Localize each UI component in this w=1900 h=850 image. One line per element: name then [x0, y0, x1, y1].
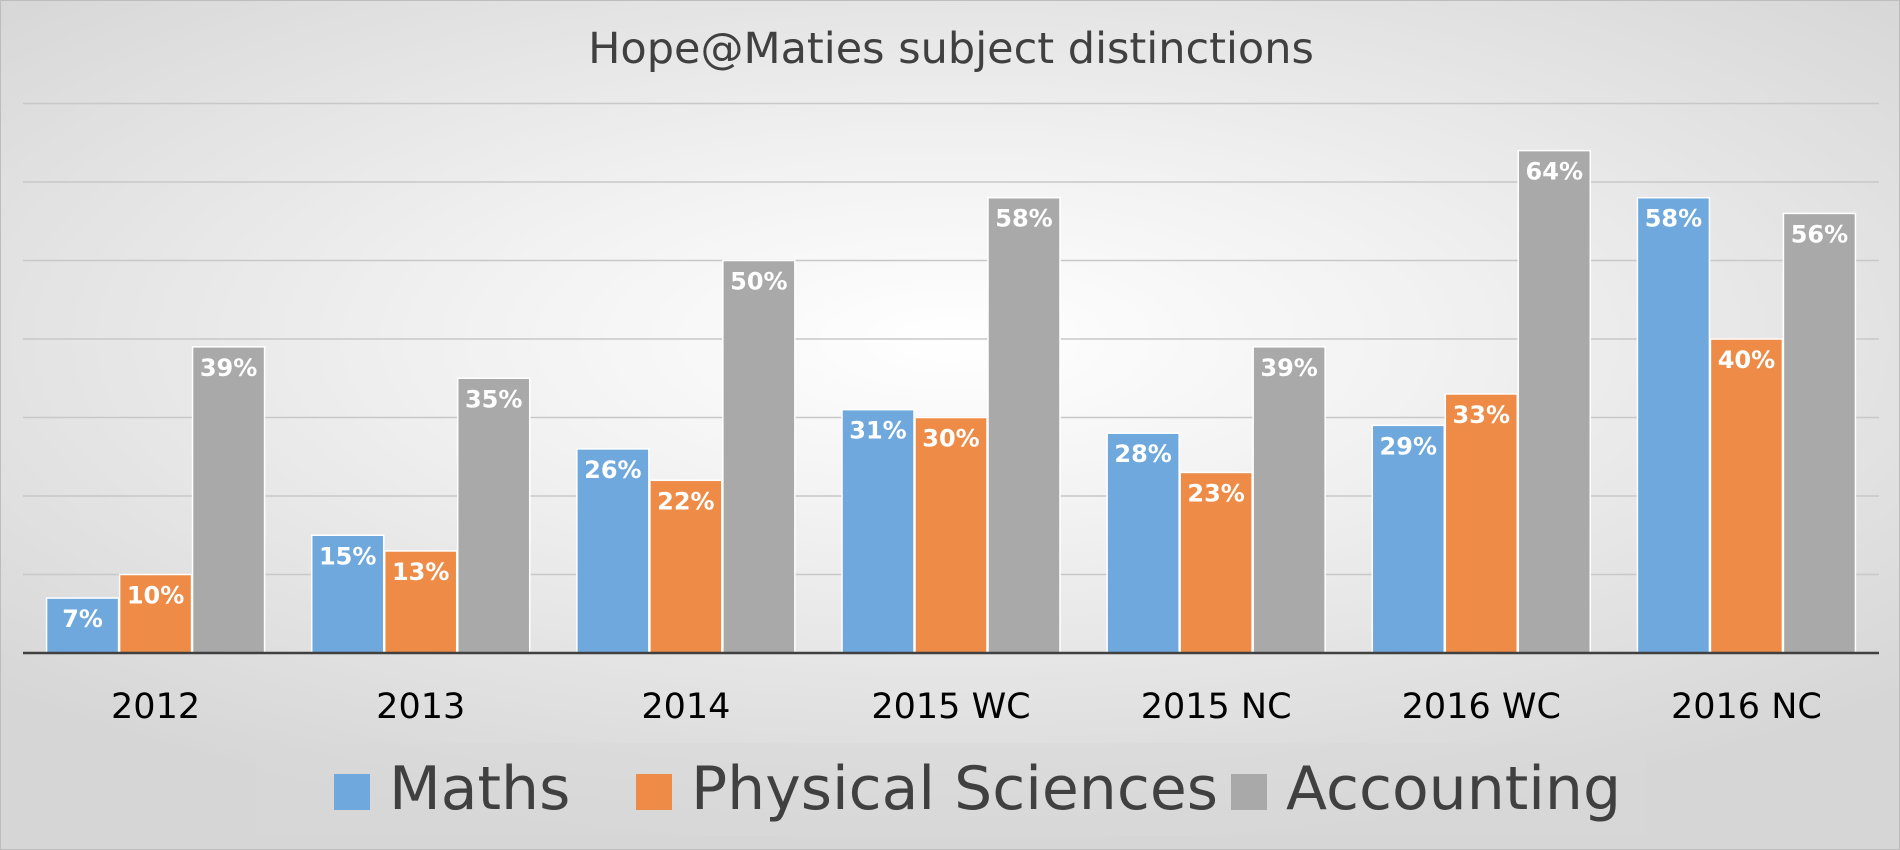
bar-physical-sciences — [1709, 338, 1784, 654]
chart-title: Hope@Maties subject distinctions — [588, 24, 1314, 74]
data-label: 29% — [1380, 432, 1437, 460]
bar-maths — [310, 534, 385, 654]
data-label: 50% — [730, 268, 787, 296]
legend-label: Accounting — [1286, 754, 1621, 824]
bar-accounting — [987, 196, 1061, 654]
legend-label: Maths — [389, 754, 570, 824]
bar-physical-sciences — [1444, 393, 1519, 654]
data-label: 33% — [1453, 401, 1510, 429]
data-label: 40% — [1718, 346, 1775, 374]
x-tick-label: 2016 WC — [1402, 687, 1561, 727]
legend-swatch — [334, 774, 370, 810]
data-label: 26% — [584, 456, 641, 484]
data-label: 39% — [1260, 354, 1317, 382]
legend-item: Physical Sciences — [636, 754, 1218, 824]
x-tick-label: 2016 NC — [1671, 687, 1822, 727]
data-label: 58% — [1645, 205, 1702, 233]
bar-maths — [1106, 432, 1180, 654]
bar-maths — [841, 408, 915, 654]
data-label: 15% — [319, 542, 376, 570]
data-label: 56% — [1791, 220, 1848, 248]
data-label: 23% — [1187, 479, 1244, 507]
x-axis: 2012 2013 2014 2015 WC 2015 NC 2016 WC 2016 NC — [23, 651, 1879, 727]
bar-maths — [576, 448, 650, 654]
data-label: 13% — [392, 558, 449, 586]
x-tick-label: 2012 — [111, 687, 200, 727]
data-label: 30% — [922, 425, 979, 453]
bar-accounting — [1252, 346, 1326, 654]
bar-physical-sciences — [383, 550, 458, 654]
bar-accounting — [191, 346, 266, 654]
legend-item: Maths — [334, 754, 570, 824]
bar-accounting — [1517, 149, 1592, 654]
data-label: 7% — [62, 605, 103, 633]
bar-physical-sciences — [118, 573, 193, 654]
bar-accounting — [456, 377, 531, 654]
legend-swatch — [1231, 774, 1267, 810]
x-tick-label: 2013 — [376, 687, 465, 727]
legend-label: Physical Sciences — [691, 754, 1218, 824]
data-label: 58% — [995, 205, 1052, 233]
data-label: 10% — [127, 582, 184, 610]
x-tick-label: 2015 NC — [1141, 687, 1292, 727]
data-label: 22% — [657, 487, 714, 515]
bar-accounting — [722, 259, 796, 654]
data-label: 35% — [465, 385, 522, 413]
bars — [45, 149, 1857, 654]
legend: Maths Physical Sciences Accounting — [256, 743, 1646, 836]
bar-accounting — [1782, 212, 1857, 654]
legend-swatch — [636, 774, 672, 810]
bar-physical-sciences — [649, 479, 723, 654]
data-label: 31% — [849, 417, 906, 445]
data-label: 28% — [1114, 440, 1171, 468]
x-tick-label: 2014 — [641, 687, 730, 727]
bar-physical-sciences — [1179, 471, 1253, 654]
bar-physical-sciences — [914, 416, 988, 654]
data-label: 64% — [1526, 158, 1583, 186]
data-label: 39% — [200, 354, 257, 382]
legend-item: Accounting — [1231, 754, 1621, 824]
x-tick-label: 2015 WC — [871, 687, 1030, 727]
bar-maths — [1636, 196, 1711, 654]
legend-background — [256, 743, 1646, 836]
data-labels: 7% 10% 39% 15% 13% 35% 26% 22% 50% 31% 30% 58% 28% 23… — [62, 158, 1848, 633]
